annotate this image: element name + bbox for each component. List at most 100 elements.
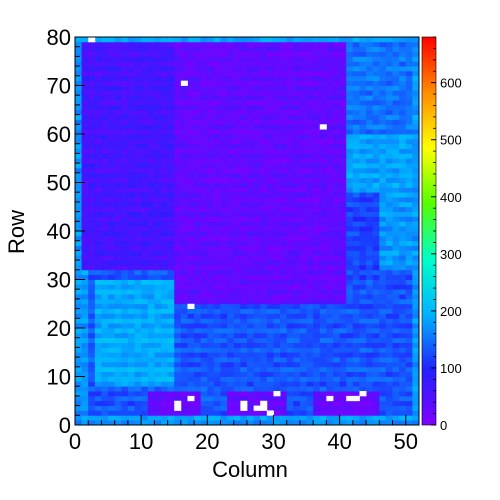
empty-cell: [352, 395, 360, 402]
heatmap-cell: [141, 95, 149, 101]
heatmap-cell: [260, 337, 268, 343]
heatmap-cell: [405, 264, 413, 271]
heatmap-cell: [299, 119, 307, 125]
heatmap-cell: [339, 172, 347, 179]
heatmap-cell: [94, 100, 102, 106]
heatmap-cell: [385, 240, 393, 246]
heatmap-cell: [194, 226, 202, 232]
heatmap-cell: [346, 235, 354, 242]
heatmap-cell: [94, 400, 102, 406]
heatmap-cell: [372, 269, 380, 276]
heatmap-cell: [266, 357, 274, 363]
heatmap-cell: [306, 386, 314, 392]
heatmap-cell: [346, 80, 354, 86]
heatmap-cell: [134, 197, 142, 203]
heatmap-cell: [75, 386, 83, 392]
heatmap-cell: [180, 75, 188, 82]
heatmap-cell: [379, 298, 387, 305]
heatmap-cell: [233, 420, 241, 426]
heatmap-cell: [147, 303, 155, 309]
heatmap-cell: [319, 255, 327, 261]
heatmap-cell: [94, 172, 102, 179]
heatmap-cell: [121, 289, 129, 295]
heatmap-cell: [405, 352, 413, 358]
heatmap-cell: [326, 400, 334, 406]
heatmap-cell: [154, 400, 162, 406]
heatmap-cell: [313, 114, 321, 120]
heatmap-cell: [101, 260, 109, 266]
heatmap-cell: [147, 342, 155, 348]
heatmap-cell: [108, 37, 116, 43]
heatmap-cell: [233, 158, 241, 164]
heatmap-cell: [227, 371, 235, 377]
heatmap-cell: [299, 405, 307, 411]
heatmap-cell: [260, 206, 268, 212]
heatmap-cell: [280, 56, 288, 62]
heatmap-cell: [101, 328, 109, 334]
heatmap-cell: [180, 357, 188, 363]
heatmap-cell: [412, 182, 420, 188]
heatmap-cell: [233, 269, 241, 276]
heatmap-cell: [127, 95, 135, 101]
heatmap-cell: [180, 66, 188, 72]
heatmap-cell: [207, 264, 215, 271]
heatmap-cell: [399, 90, 407, 96]
heatmap-cell: [352, 221, 360, 227]
heatmap-cell: [352, 90, 360, 96]
heatmap-cell: [326, 337, 334, 343]
heatmap-cell: [339, 391, 347, 397]
heatmap-cell: [75, 61, 83, 67]
heatmap-cell: [213, 245, 221, 251]
heatmap-cell: [227, 342, 235, 348]
heatmap-cell: [194, 337, 202, 343]
heatmap-cell: [200, 328, 208, 334]
heatmap-cell: [161, 318, 169, 324]
heatmap-cell: [127, 337, 135, 343]
heatmap-cell: [174, 177, 182, 183]
heatmap-cell: [121, 381, 129, 387]
heatmap-cell: [286, 231, 294, 237]
heatmap-cell: [319, 41, 327, 48]
heatmap-cell: [121, 386, 129, 392]
heatmap-cell: [161, 70, 169, 77]
heatmap-cell: [213, 357, 221, 363]
heatmap-cell: [207, 46, 215, 52]
heatmap-cell: [260, 240, 268, 246]
heatmap-cell: [134, 386, 142, 392]
heatmap-cell: [220, 337, 228, 343]
heatmap-cell: [299, 250, 307, 256]
heatmap-cell: [114, 342, 122, 348]
heatmap-cell: [240, 250, 248, 256]
heatmap-cell: [352, 347, 360, 353]
heatmap-cell: [346, 167, 354, 174]
heatmap-cell: [174, 187, 182, 193]
heatmap-cell: [352, 201, 360, 208]
heatmap-cell: [266, 37, 274, 43]
heatmap-cell: [233, 46, 241, 52]
heatmap-cell: [359, 119, 367, 125]
heatmap-cell: [88, 104, 96, 111]
heatmap-cell: [121, 37, 129, 43]
heatmap-cell: [207, 211, 215, 217]
heatmap-cell: [247, 143, 255, 149]
heatmap-cell: [346, 70, 354, 77]
heatmap-cell: [240, 119, 248, 125]
heatmap-cell: [161, 211, 169, 217]
heatmap-cell: [379, 395, 387, 402]
heatmap-cell: [88, 410, 96, 416]
heatmap-cell: [359, 420, 367, 426]
heatmap-cell: [108, 95, 116, 101]
heatmap-cell: [141, 289, 149, 295]
heatmap-cell: [405, 255, 413, 261]
heatmap-cell: [220, 75, 228, 82]
heatmap-cell: [75, 158, 83, 164]
heatmap-cell: [161, 95, 169, 101]
heatmap-cell: [247, 405, 255, 411]
heatmap-cell: [200, 405, 208, 411]
heatmap-cell: [108, 318, 116, 324]
heatmap-cell: [333, 109, 341, 115]
heatmap-cell: [326, 56, 334, 62]
heatmap-cell: [299, 366, 307, 373]
heatmap-cell: [313, 95, 321, 101]
heatmap-cell: [233, 163, 241, 169]
